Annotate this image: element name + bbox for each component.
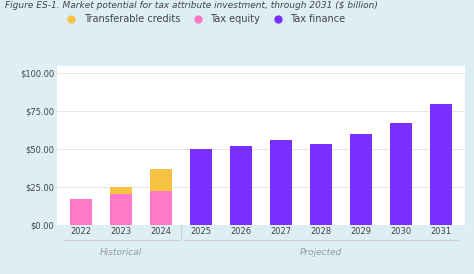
Bar: [429, 104, 452, 225]
Bar: [390, 123, 411, 225]
Bar: [70, 199, 92, 225]
Text: Historical: Historical: [100, 248, 142, 257]
Bar: [150, 191, 172, 225]
Bar: [110, 187, 132, 195]
Bar: [110, 195, 132, 225]
Bar: [270, 140, 292, 225]
Legend: Transferable credits, Tax equity, Tax finance: Transferable credits, Tax equity, Tax fi…: [58, 10, 349, 28]
Bar: [310, 144, 332, 225]
Bar: [350, 134, 372, 225]
Bar: [150, 169, 172, 191]
Bar: [190, 149, 212, 225]
Text: Projected: Projected: [300, 248, 342, 257]
Text: Figure ES-1. Market potential for tax attribute investment, through 2031 ($ bill: Figure ES-1. Market potential for tax at…: [5, 1, 378, 10]
Bar: [230, 146, 252, 225]
